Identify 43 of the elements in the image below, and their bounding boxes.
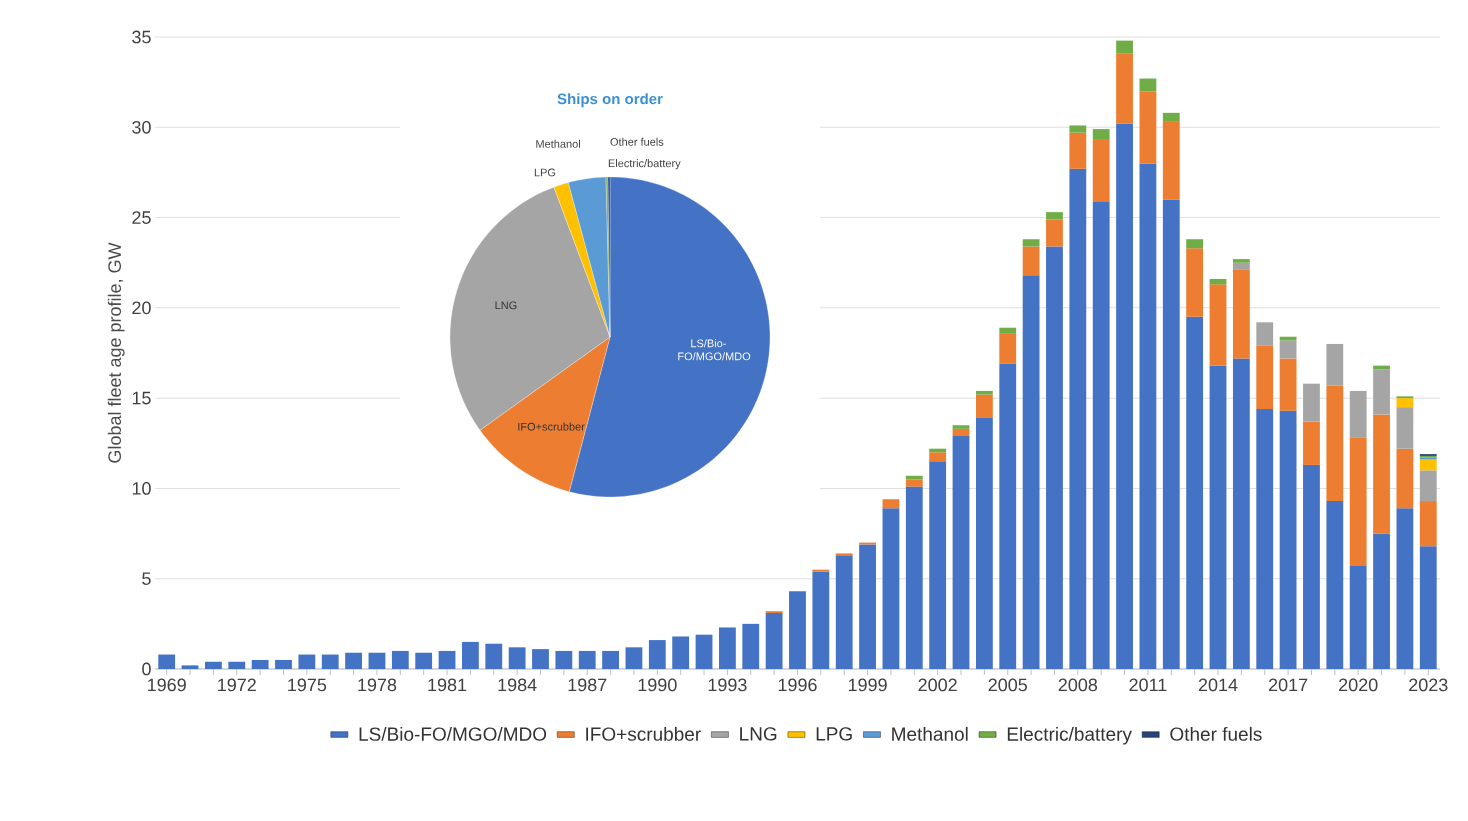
legend-label: IFO+scrubber bbox=[586, 726, 701, 741]
y-tick-label: 5 bbox=[142, 572, 151, 585]
x-tick-label: 1999 bbox=[848, 678, 887, 692]
y-tick-label: 30 bbox=[132, 120, 151, 134]
x-tick-label: 2008 bbox=[1058, 678, 1098, 692]
slice-label: LNG bbox=[495, 301, 517, 310]
y-tick-label: 35 bbox=[132, 30, 151, 44]
slice-label: IFO+scrubber bbox=[518, 422, 585, 431]
y-tick-label: 0 bbox=[142, 662, 151, 676]
slice-label: Other fuels bbox=[610, 137, 664, 146]
slice-label: LPG bbox=[534, 168, 556, 177]
slice-label: Electric/battery bbox=[608, 159, 681, 170]
x-tick-label: 1981 bbox=[428, 678, 467, 692]
y-axis-title: Global fleet age profile, GW bbox=[107, 242, 125, 463]
legend-label: LS/Bio-FO/MGO/MDO bbox=[359, 726, 547, 741]
x-tick-label: 1978 bbox=[358, 678, 397, 692]
x-tick-label: 2017 bbox=[1268, 678, 1308, 692]
legend-label: LNG bbox=[740, 727, 777, 741]
y-tick-label: 10 bbox=[132, 482, 151, 495]
x-tick-label: 2005 bbox=[988, 678, 1027, 692]
x-tick-label: 2002 bbox=[918, 678, 957, 692]
x-tick-label: 1984 bbox=[498, 678, 537, 692]
x-tick-label: 1996 bbox=[778, 678, 817, 692]
legend-label: Other fuels bbox=[1170, 726, 1262, 741]
legend-label: Methanol bbox=[892, 726, 968, 741]
x-tick-label: 2023 bbox=[1409, 678, 1448, 692]
legend-label: LPG bbox=[816, 727, 852, 741]
legend-label: Electric/battery bbox=[1007, 726, 1132, 745]
slice-label: Methanol bbox=[536, 139, 580, 148]
y-tick-label: 25 bbox=[132, 211, 151, 224]
x-tick-label: 2020 bbox=[1339, 678, 1378, 692]
x-tick-label: 1969 bbox=[148, 678, 186, 692]
slice-label: LS/Bio-FO/MGO/MDO bbox=[678, 339, 751, 361]
x-tick-label: 1990 bbox=[638, 678, 677, 692]
x-tick-label: 2011 bbox=[1129, 678, 1167, 692]
y-tick-label: 15 bbox=[132, 391, 151, 405]
y-tick-label: 20 bbox=[132, 301, 151, 315]
x-tick-label: 1987 bbox=[568, 678, 607, 692]
x-tick-label: 1993 bbox=[708, 678, 747, 692]
chart-title: Ships on order bbox=[557, 93, 663, 108]
x-tick-label: 1975 bbox=[288, 678, 327, 692]
x-tick-label: 1972 bbox=[218, 678, 256, 692]
x-tick-label: 2014 bbox=[1198, 678, 1238, 692]
